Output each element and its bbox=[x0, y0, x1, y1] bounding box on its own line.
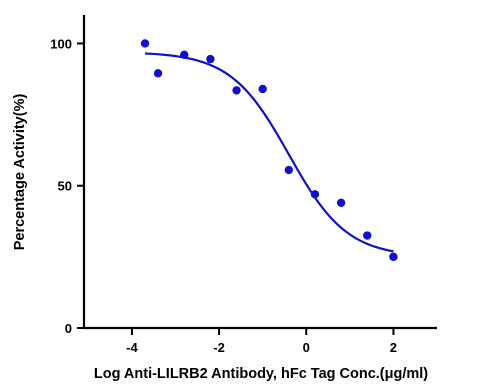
x-tick-label: 2 bbox=[390, 340, 397, 355]
data-point bbox=[153, 69, 163, 78]
data-point bbox=[284, 165, 294, 175]
y-tick-label: 50 bbox=[58, 179, 72, 194]
x-tick-label: 0 bbox=[303, 340, 310, 355]
y-tick-label: 100 bbox=[50, 36, 72, 51]
fit-curve bbox=[144, 52, 394, 253]
data-point bbox=[310, 190, 320, 199]
data-point bbox=[363, 231, 372, 240]
x-tick-label: -2 bbox=[213, 340, 225, 355]
y-tick-label: 0 bbox=[65, 321, 72, 336]
data-point bbox=[336, 198, 346, 207]
fit-curve-layer bbox=[144, 52, 394, 253]
data-points-layer bbox=[140, 39, 398, 262]
data-point bbox=[389, 252, 398, 262]
data-point bbox=[232, 86, 241, 95]
data-point bbox=[180, 50, 189, 60]
x-tick-label: -4 bbox=[126, 340, 138, 355]
axes bbox=[82, 15, 437, 330]
ticks: -4 -2 0 2 0 50 100 bbox=[50, 36, 397, 355]
x-axis-title: Log Anti-LILRB2 Antibody, hFc Tag Conc.(… bbox=[94, 366, 428, 382]
data-point bbox=[258, 84, 267, 94]
data-point bbox=[140, 39, 150, 48]
data-point bbox=[206, 54, 215, 64]
y-axis-title: Percentage Activity(%) bbox=[12, 94, 28, 251]
